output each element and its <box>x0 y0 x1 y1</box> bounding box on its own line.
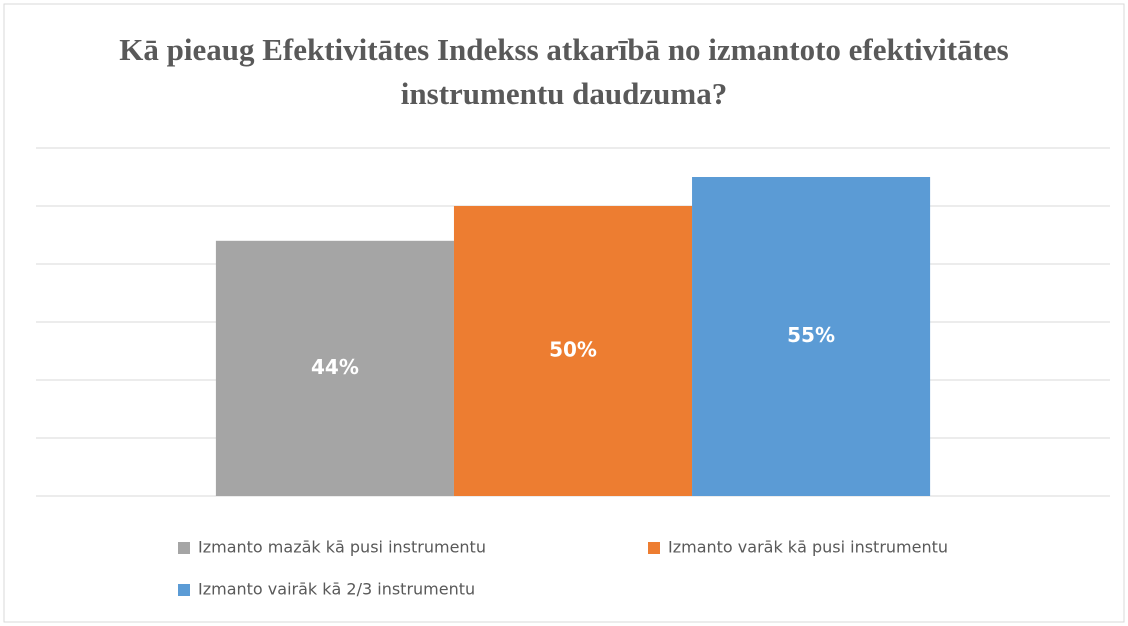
legend-swatch <box>178 584 190 596</box>
legend-swatch <box>648 542 660 554</box>
data-label: 55% <box>787 323 835 347</box>
legend-swatch <box>178 542 190 554</box>
legend-label: Izmanto varāk kā pusi instrumentu <box>668 538 948 557</box>
bar <box>453 206 693 496</box>
chart-title: Kā pieaug Efektivitātes Indekss atkarībā… <box>119 32 1009 111</box>
chart-border <box>3 3 1125 623</box>
data-label: 50% <box>549 338 597 362</box>
data-label: 44% <box>311 355 359 379</box>
legend-label: Izmanto mazāk kā pusi instrumentu <box>198 538 486 557</box>
legend-label: Izmanto vairāk kā 2/3 instrumentu <box>198 580 475 599</box>
bar <box>692 177 931 496</box>
bar <box>215 240 454 496</box>
